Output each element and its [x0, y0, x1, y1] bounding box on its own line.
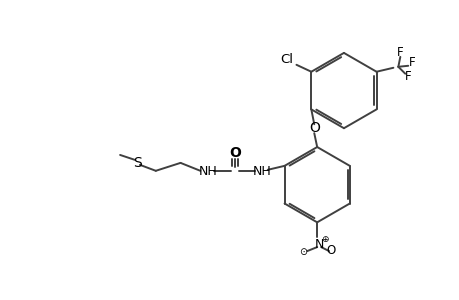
Text: O: O [229, 146, 241, 160]
Text: O: O [326, 244, 335, 256]
Text: F: F [396, 46, 403, 59]
Text: Cl: Cl [280, 53, 292, 66]
Text: NH: NH [198, 165, 217, 178]
Text: O: O [308, 121, 319, 135]
Text: NH: NH [252, 165, 270, 178]
Text: F: F [408, 56, 414, 69]
Text: F: F [404, 70, 411, 83]
Text: ⊙: ⊙ [299, 247, 307, 257]
Text: N: N [314, 238, 323, 250]
Text: ⊕: ⊕ [321, 235, 328, 244]
Text: S: S [133, 156, 142, 170]
